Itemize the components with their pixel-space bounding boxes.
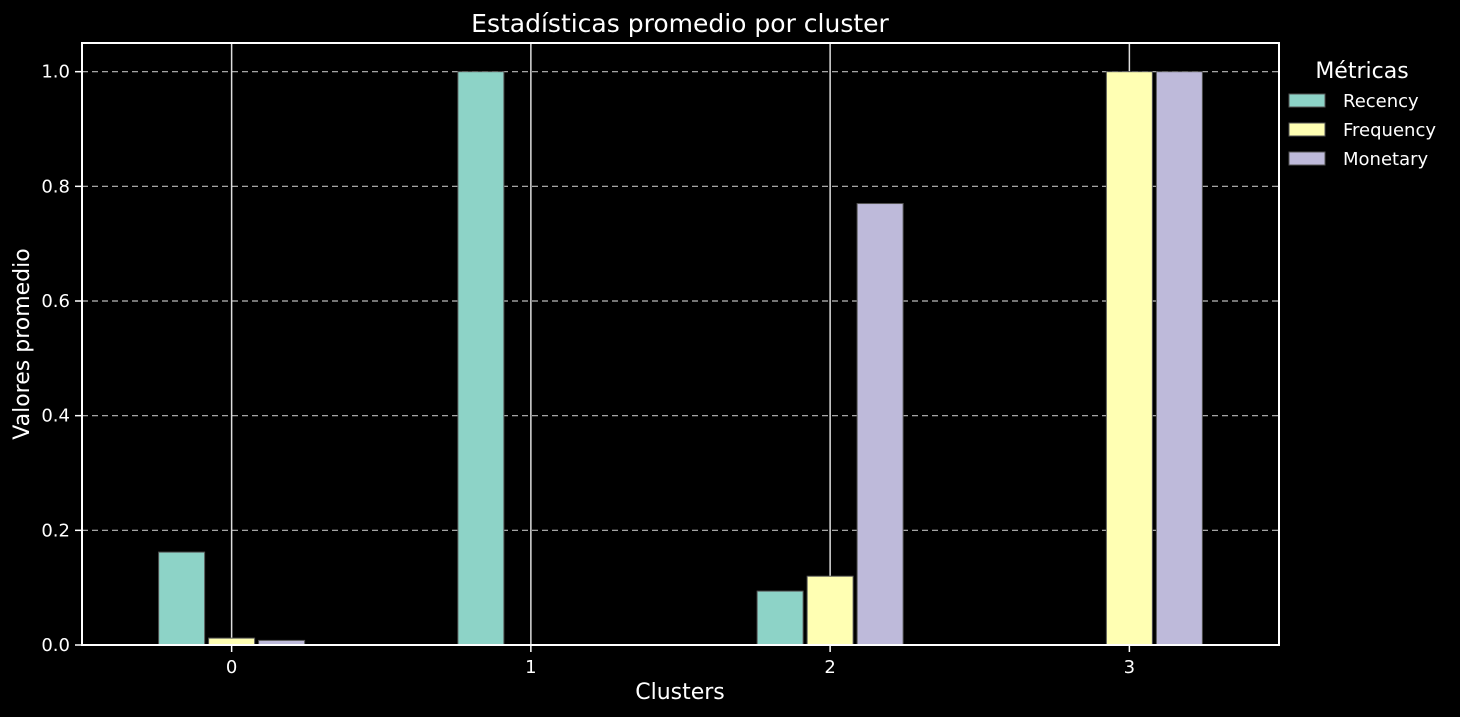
x-tick-label: 3: [1124, 657, 1135, 678]
bar-frequency-cluster-0: [208, 637, 256, 646]
legend-label-recency: Recency: [1343, 91, 1419, 112]
legend-swatch-recency: [1288, 93, 1326, 108]
legend-swatch-monetary: [1288, 151, 1326, 166]
y-axis-label: Valores promedio: [10, 248, 35, 439]
grid-lines: [82, 71, 1279, 531]
legend: Métricas Recency Frequency Monetary: [1288, 59, 1436, 170]
y-tick-label: 0.8: [41, 176, 70, 197]
plot-frame: [81, 42, 1280, 646]
y-axis-ticks: 0.0 0.2 0.4 0.6 0.8 1.0: [41, 62, 82, 656]
legend-label-monetary: Monetary: [1343, 149, 1429, 170]
bars: [158, 71, 1203, 646]
y-tick-label: 0.4: [41, 406, 70, 427]
bar-monetary-cluster-2: [856, 203, 904, 646]
legend-label-frequency: Frequency: [1343, 120, 1436, 141]
bar-frequency-cluster-2: [806, 575, 854, 646]
y-tick-label: 0.6: [41, 291, 70, 312]
x-tick-label: 1: [525, 657, 536, 678]
legend-title: Métricas: [1315, 59, 1408, 84]
legend-swatch-frequency: [1288, 122, 1326, 137]
bar-recency-cluster-1: [457, 71, 505, 646]
chart-title: Estadísticas promedio por cluster: [471, 9, 889, 38]
x-axis-ticks: 0 1 2 3: [226, 645, 1135, 678]
bar-recency-cluster-2: [756, 590, 804, 646]
y-tick-label: 0.0: [41, 635, 70, 656]
bar-frequency-cluster-3: [1105, 71, 1153, 646]
bar-monetary-cluster-3: [1155, 71, 1203, 646]
bar-recency-cluster-0: [158, 551, 206, 646]
x-tick-label: 2: [824, 657, 835, 678]
y-tick-label: 0.2: [41, 520, 70, 541]
x-axis-label: Clusters: [635, 680, 725, 705]
x-tick-label: 0: [226, 657, 237, 678]
y-tick-label: 1.0: [41, 62, 70, 83]
category-lines: [230, 43, 1131, 645]
